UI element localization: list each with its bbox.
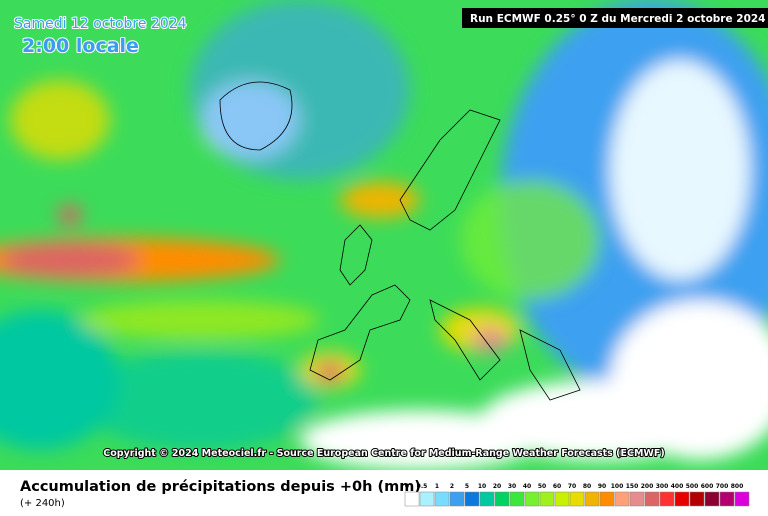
legend-swatch <box>659 491 675 507</box>
precipitation-map <box>0 0 768 470</box>
legend-label: 90 <box>598 483 606 490</box>
time-label: 2:00 locale <box>22 35 139 57</box>
legend-swatch <box>599 491 615 507</box>
run-box <box>462 8 768 28</box>
legend-swatch <box>704 491 720 507</box>
legend-swatch <box>644 491 660 507</box>
legend-label: 100 <box>611 483 624 490</box>
legend-label: 700 <box>716 483 729 490</box>
legend-swatch <box>509 491 525 507</box>
legend-label: 80 <box>583 483 591 490</box>
legend-label: 600 <box>701 483 714 490</box>
legend-swatch <box>674 491 690 507</box>
legend-label: 30 <box>508 483 516 490</box>
legend-label: 0.5 <box>417 483 428 490</box>
legend-swatch <box>584 491 600 507</box>
legend-swatch <box>524 491 540 507</box>
legend-label: 40 <box>523 483 531 490</box>
legend-swatch <box>404 491 420 507</box>
legend-label: 200 <box>641 483 654 490</box>
legend-label: 2 <box>450 483 454 490</box>
legend-swatch <box>494 491 510 507</box>
legend-label: 400 <box>671 483 684 490</box>
legend-label: 20 <box>493 483 501 490</box>
legend-label: 60 <box>553 483 561 490</box>
legend-swatch <box>629 491 645 507</box>
footer-title: Accumulation de précipitations depuis +0… <box>20 479 421 495</box>
legend-label: 300 <box>656 483 669 490</box>
legend-swatch <box>554 491 570 507</box>
legend-label: 1 <box>435 483 439 490</box>
legend-swatch <box>464 491 480 507</box>
legend-label: 800 <box>731 483 744 490</box>
legend-swatch <box>614 491 630 507</box>
legend-swatch <box>419 491 435 507</box>
legend-label: 0 <box>405 483 409 490</box>
coastlines <box>219 81 581 401</box>
legend-swatch <box>569 491 585 507</box>
legend-swatch <box>734 491 750 507</box>
date-label: Samedi 12 octobre 2024 <box>14 16 187 32</box>
legend-label: 500 <box>686 483 699 490</box>
run-label: Run ECMWF 0.25° 0 Z du Mercredi 2 octobr… <box>470 13 766 25</box>
legend-swatch <box>434 491 450 507</box>
legend-swatch <box>719 491 735 507</box>
legend-label: 5 <box>465 483 469 490</box>
footer-subtitle: (+ 240h) <box>20 498 65 509</box>
legend-label: 10 <box>478 483 486 490</box>
copyright: Copyright © 2024 Meteociel.fr - Source E… <box>103 448 664 459</box>
legend: 0 0.5 1 2 5 10 20 30 40 50 60 70 80 90 100 150 200 300 400… <box>404 483 750 507</box>
legend-swatch <box>479 491 495 507</box>
legend-label: 70 <box>568 483 576 490</box>
legend-swatch <box>539 491 555 507</box>
legend-label: 50 <box>538 483 546 490</box>
legend-swatch <box>689 491 705 507</box>
legend-label: 150 <box>626 483 639 490</box>
legend-swatch <box>449 491 465 507</box>
